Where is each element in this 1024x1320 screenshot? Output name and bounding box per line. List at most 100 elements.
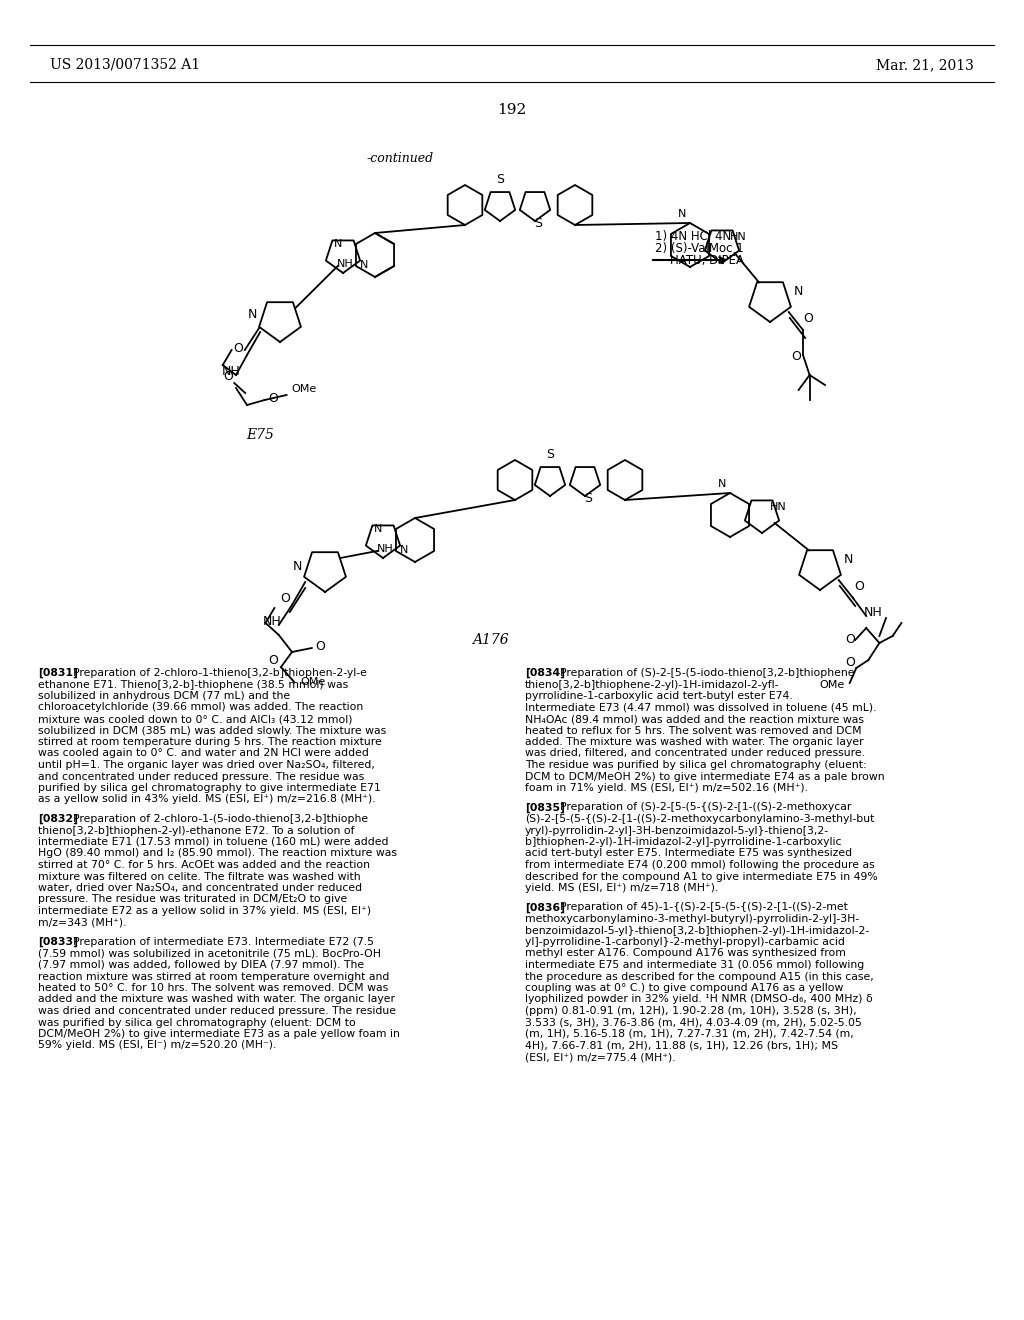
Text: b]thiophen-2-yl)-1H-imidazol-2-yl]-pyrrolidine-1-carboxylic: b]thiophen-2-yl)-1H-imidazol-2-yl]-pyrro… <box>525 837 842 847</box>
Text: O: O <box>804 312 813 325</box>
Text: from intermediate E74 (0.200 mmol) following the procedure as: from intermediate E74 (0.200 mmol) follo… <box>525 861 874 870</box>
Text: benzoimidazol-5-yl}-thieno[3,2-b]thiophen-2-yl)-1H-imidazol-2-: benzoimidazol-5-yl}-thieno[3,2-b]thiophe… <box>525 925 869 936</box>
Text: NH: NH <box>863 606 882 619</box>
Text: N: N <box>718 479 726 488</box>
Text: O: O <box>268 653 279 667</box>
Text: O: O <box>792 350 802 363</box>
Text: Preparation of 45)-1-{(S)-2-[5-(5-{(S)-2-[1-((S)-2-met: Preparation of 45)-1-{(S)-2-[5-(5-{(S)-2… <box>553 903 848 912</box>
Text: N: N <box>794 285 803 298</box>
Text: water, dried over Na₂SO₄, and concentrated under reduced: water, dried over Na₂SO₄, and concentrat… <box>38 883 362 894</box>
Text: until pH=1. The organic layer was dried over Na₂SO₄, filtered,: until pH=1. The organic layer was dried … <box>38 760 375 770</box>
Text: [0836]: [0836] <box>525 903 565 912</box>
Text: O: O <box>845 634 855 645</box>
Text: O: O <box>315 640 326 653</box>
Text: -continued: -continued <box>367 152 433 165</box>
Text: yield. MS (ESI, EI⁺) m/z=718 (MH⁺).: yield. MS (ESI, EI⁺) m/z=718 (MH⁺). <box>525 883 719 894</box>
Text: was dried and concentrated under reduced pressure. The residue: was dried and concentrated under reduced… <box>38 1006 396 1016</box>
Text: (ppm) 0.81-0.91 (m, 12H), 1.90-2.28 (m, 10H), 3.528 (s, 3H),: (ppm) 0.81-0.91 (m, 12H), 1.90-2.28 (m, … <box>525 1006 857 1016</box>
Text: described for the compound A1 to give intermediate E75 in 49%: described for the compound A1 to give in… <box>525 871 878 882</box>
Text: NH: NH <box>263 615 282 628</box>
Text: OMe: OMe <box>291 384 316 393</box>
Text: Preparation of (S)-2-[5-(5-{(S)-2-[1-((S)-2-methoxycar: Preparation of (S)-2-[5-(5-{(S)-2-[1-((S… <box>553 803 852 813</box>
Text: heated to reflux for 5 hrs. The solvent was removed and DCM: heated to reflux for 5 hrs. The solvent … <box>525 726 861 735</box>
Text: S: S <box>496 173 504 186</box>
Text: was purified by silica gel chromatography (eluent: DCM to: was purified by silica gel chromatograph… <box>38 1018 355 1027</box>
Text: pyrrolidine-1-carboxylic acid tert-butyl ester E74.: pyrrolidine-1-carboxylic acid tert-butyl… <box>525 690 793 701</box>
Text: NH: NH <box>377 544 393 554</box>
Text: HgO (89.40 mmol) and I₂ (85.90 mmol). The reaction mixture was: HgO (89.40 mmol) and I₂ (85.90 mmol). Th… <box>38 849 397 858</box>
Text: stirred at 70° C. for 5 hrs. AcOEt was added and the reaction: stirred at 70° C. for 5 hrs. AcOEt was a… <box>38 861 370 870</box>
Text: S: S <box>546 447 554 461</box>
Text: acid tert-butyl ester E75. Intermediate E75 was synthesized: acid tert-butyl ester E75. Intermediate … <box>525 849 852 858</box>
Text: (ESI, EI⁺) m/z=775.4 (MH⁺).: (ESI, EI⁺) m/z=775.4 (MH⁺). <box>525 1052 676 1063</box>
Text: mixture was cooled down to 0° C. and AlCl₃ (43.12 mmol): mixture was cooled down to 0° C. and AlC… <box>38 714 352 723</box>
Text: ethanone E71. Thieno[3,2-b]-thiophene (38.5 mmol) was: ethanone E71. Thieno[3,2-b]-thiophene (3… <box>38 680 348 689</box>
Text: m/z=343 (MH⁺).: m/z=343 (MH⁺). <box>38 917 127 928</box>
Text: yryl)-pyrrolidin-2-yl]-3H-benzoimidazol-5-yl}-thieno[3,2-: yryl)-pyrrolidin-2-yl]-3H-benzoimidazol-… <box>525 825 829 836</box>
Text: Mar. 21, 2013: Mar. 21, 2013 <box>877 58 974 73</box>
Text: mixture was filtered on celite. The filtrate was washed with: mixture was filtered on celite. The filt… <box>38 871 360 882</box>
Text: O: O <box>845 656 855 669</box>
Text: (7.59 mmol) was solubilized in acetonitrile (75 mL). BocPro-OH: (7.59 mmol) was solubilized in acetonitr… <box>38 949 381 958</box>
Text: NH: NH <box>337 259 353 269</box>
Text: 4H), 7.66-7.81 (m, 2H), 11.88 (s, 1H), 12.26 (brs, 1H); MS: 4H), 7.66-7.81 (m, 2H), 11.88 (s, 1H), 1… <box>525 1040 838 1051</box>
Text: thieno[3,2-b]thiophene-2-yl)-1H-imidazol-2-yfl-: thieno[3,2-b]thiophene-2-yl)-1H-imidazol… <box>525 680 779 689</box>
Text: chloroacetylchloride (39.66 mmol) was added. The reaction: chloroacetylchloride (39.66 mmol) was ad… <box>38 702 364 713</box>
Text: (m, 1H), 5.16-5.18 (m, 1H), 7.27-7.31 (m, 2H), 7.42-7.54 (m,: (m, 1H), 5.16-5.18 (m, 1H), 7.27-7.31 (m… <box>525 1030 854 1039</box>
Text: thieno[3,2-b]thiophen-2-yl)-ethanone E72. To a solution of: thieno[3,2-b]thiophen-2-yl)-ethanone E72… <box>38 825 354 836</box>
Text: HN: HN <box>770 502 786 512</box>
Text: Preparation of intermediate E73. Intermediate E72 (7.5: Preparation of intermediate E73. Interme… <box>67 937 374 946</box>
Text: was dried, filtered, and concentrated under reduced pressure.: was dried, filtered, and concentrated un… <box>525 748 865 759</box>
Text: S: S <box>584 492 592 506</box>
Text: methoxycarbonylamino-3-methyl-butyryl)-pyrrolidin-2-yl]-3H-: methoxycarbonylamino-3-methyl-butyryl)-p… <box>525 913 859 924</box>
Text: and concentrated under reduced pressure. The residue was: and concentrated under reduced pressure.… <box>38 771 365 781</box>
Text: [0834]: [0834] <box>525 668 565 678</box>
Text: 2) (S)-ValMoc 1: 2) (S)-ValMoc 1 <box>655 242 743 255</box>
Text: HN: HN <box>730 232 746 242</box>
Text: 192: 192 <box>498 103 526 117</box>
Text: purified by silica gel chromatography to give intermediate E71: purified by silica gel chromatography to… <box>38 783 381 793</box>
Text: N: N <box>678 209 686 219</box>
Text: N: N <box>374 524 382 535</box>
Text: yl]-pyrrolidine-1-carbonyl}-2-methyl-propyl)-carbamic acid: yl]-pyrrolidine-1-carbonyl}-2-methyl-pro… <box>525 937 845 946</box>
Text: lyophilized powder in 32% yield. ¹H NMR (DMSO-d₆, 400 MHz) δ: lyophilized powder in 32% yield. ¹H NMR … <box>525 994 872 1005</box>
Text: methyl ester A176. Compound A176 was synthesized from: methyl ester A176. Compound A176 was syn… <box>525 949 846 958</box>
Text: NH₄OAc (89.4 mmol) was added and the reaction mixture was: NH₄OAc (89.4 mmol) was added and the rea… <box>525 714 864 723</box>
Text: coupling was at 0° C.) to give compound A176 as a yellow: coupling was at 0° C.) to give compound … <box>525 983 844 993</box>
Text: solubilized in DCM (385 mL) was added slowly. The mixture was: solubilized in DCM (385 mL) was added sl… <box>38 726 386 735</box>
Text: added and the mixture was washed with water. The organic layer: added and the mixture was washed with wa… <box>38 994 395 1005</box>
Text: N: N <box>844 553 853 566</box>
Text: [0833]: [0833] <box>38 937 78 948</box>
Text: A176: A176 <box>472 634 508 647</box>
Text: 1) 4N HCl 4N: 1) 4N HCl 4N <box>655 230 731 243</box>
Text: [0832]: [0832] <box>38 814 78 824</box>
Text: OMe: OMe <box>819 680 844 690</box>
Text: Preparation of (S)-2-[5-(5-iodo-thieno[3,2-b]thiophene: Preparation of (S)-2-[5-(5-iodo-thieno[3… <box>553 668 855 678</box>
Text: N: N <box>399 545 409 554</box>
Text: N: N <box>292 560 302 573</box>
Text: 59% yield. MS (ESI, EI⁻) m/z=520.20 (MH⁻).: 59% yield. MS (ESI, EI⁻) m/z=520.20 (MH⁻… <box>38 1040 276 1051</box>
Text: N: N <box>359 260 369 271</box>
Text: HATU, DIPEA: HATU, DIPEA <box>655 253 744 267</box>
Text: was cooled again to 0° C. and water and 2N HCl were added: was cooled again to 0° C. and water and … <box>38 748 369 759</box>
Text: NH: NH <box>222 366 241 378</box>
Text: DCM/MeOH 2%) to give intermediate E73 as a pale yellow foam in: DCM/MeOH 2%) to give intermediate E73 as… <box>38 1030 400 1039</box>
Text: reaction mixture was stirred at room temperature overnight and: reaction mixture was stirred at room tem… <box>38 972 389 982</box>
Text: intermediate E75 and intermediate 31 (0.056 mmol) following: intermediate E75 and intermediate 31 (0.… <box>525 960 864 970</box>
Text: heated to 50° C. for 10 hrs. The solvent was removed. DCM was: heated to 50° C. for 10 hrs. The solvent… <box>38 983 388 993</box>
Text: E75: E75 <box>246 428 274 442</box>
Text: pressure. The residue was triturated in DCM/Et₂O to give: pressure. The residue was triturated in … <box>38 895 347 904</box>
Text: (S)-2-[5-(5-{(S)-2-[1-((S)-2-methoxycarbonylamino-3-methyl-but: (S)-2-[5-(5-{(S)-2-[1-((S)-2-methoxycarb… <box>525 814 874 824</box>
Text: OMe: OMe <box>301 677 326 686</box>
Text: intermediate E72 as a yellow solid in 37% yield. MS (ESI, EI⁺): intermediate E72 as a yellow solid in 37… <box>38 906 371 916</box>
Text: as a yellow solid in 43% yield. MS (ESI, EI⁺) m/z=216.8 (MH⁺).: as a yellow solid in 43% yield. MS (ESI,… <box>38 795 376 804</box>
Text: (7.97 mmol) was added, followed by DIEA (7.97 mmol). The: (7.97 mmol) was added, followed by DIEA … <box>38 960 365 970</box>
Text: Preparation of 2-chloro-1-thieno[3,2-b]thiophen-2-yl-e: Preparation of 2-chloro-1-thieno[3,2-b]t… <box>67 668 367 678</box>
Text: N: N <box>334 239 342 249</box>
Text: [0835]: [0835] <box>525 803 565 813</box>
Text: Preparation of 2-chloro-1-(5-iodo-thieno[3,2-b]thiophe: Preparation of 2-chloro-1-(5-iodo-thieno… <box>67 814 369 824</box>
Text: O: O <box>268 392 279 405</box>
Text: US 2013/0071352 A1: US 2013/0071352 A1 <box>50 58 200 73</box>
Text: 3.533 (s, 3H), 3.76-3.86 (m, 4H), 4.03-4.09 (m, 2H), 5.02-5.05: 3.533 (s, 3H), 3.76-3.86 (m, 4H), 4.03-4… <box>525 1018 862 1027</box>
Text: O: O <box>223 370 233 383</box>
